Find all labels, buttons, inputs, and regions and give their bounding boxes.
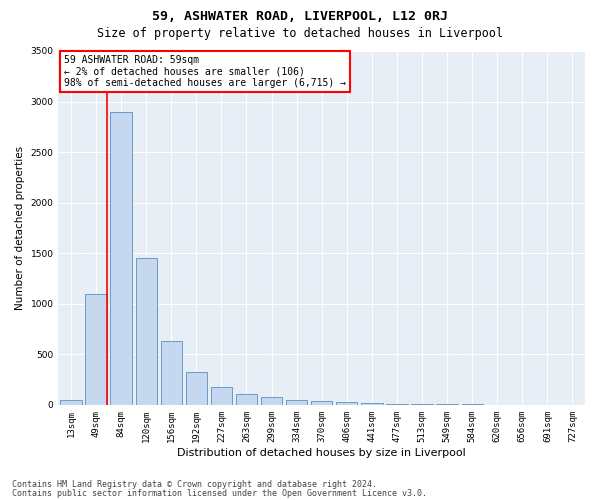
Bar: [60, 400, 82, 405]
Text: Contains public sector information licensed under the Open Government Licence v3: Contains public sector information licen…: [12, 488, 427, 498]
Y-axis label: Number of detached properties: Number of detached properties: [15, 146, 25, 310]
Bar: [236, 394, 257, 405]
Bar: [412, 404, 433, 405]
Text: Size of property relative to detached houses in Liverpool: Size of property relative to detached ho…: [97, 28, 503, 40]
Bar: [261, 398, 282, 405]
Text: 59 ASHWATER ROAD: 59sqm
← 2% of detached houses are smaller (106)
98% of semi-de: 59 ASHWATER ROAD: 59sqm ← 2% of detached…: [64, 54, 346, 88]
Bar: [161, 341, 182, 405]
Bar: [85, 294, 107, 405]
Bar: [386, 404, 407, 405]
Bar: [136, 258, 157, 405]
Bar: [286, 400, 307, 405]
Text: Contains HM Land Registry data © Crown copyright and database right 2024.: Contains HM Land Registry data © Crown c…: [12, 480, 377, 489]
Bar: [311, 401, 332, 405]
Bar: [361, 404, 383, 405]
Bar: [185, 372, 207, 405]
Bar: [211, 387, 232, 405]
Bar: [110, 112, 132, 405]
Bar: [436, 404, 458, 405]
Text: 59, ASHWATER ROAD, LIVERPOOL, L12 0RJ: 59, ASHWATER ROAD, LIVERPOOL, L12 0RJ: [152, 10, 448, 23]
Bar: [336, 402, 358, 405]
X-axis label: Distribution of detached houses by size in Liverpool: Distribution of detached houses by size …: [178, 448, 466, 458]
